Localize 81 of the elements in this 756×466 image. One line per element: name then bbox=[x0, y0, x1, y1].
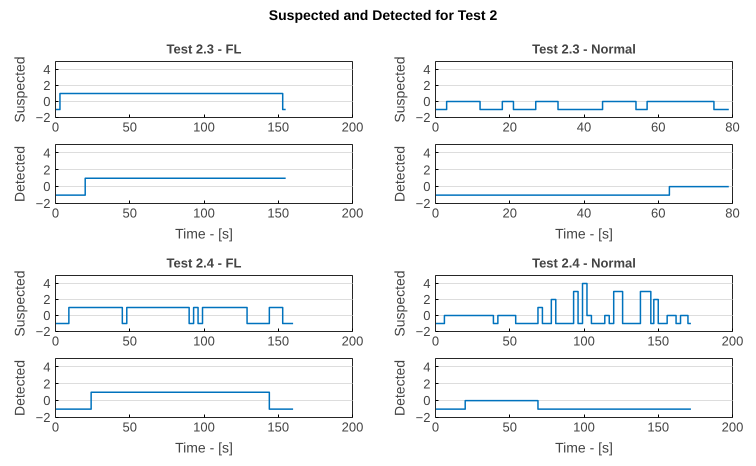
y-tick-label: 4 bbox=[43, 145, 51, 160]
x-tick-label: 200 bbox=[722, 334, 744, 348]
y-axis-title: Suspected bbox=[12, 56, 28, 123]
x-tick-label: 150 bbox=[267, 420, 290, 434]
y-tick-label: 0 bbox=[423, 94, 431, 109]
y-tick-label: 2 bbox=[423, 162, 431, 178]
x-tick-label: 200 bbox=[342, 120, 364, 134]
y-tick-label: 2 bbox=[43, 292, 51, 307]
y-tick-label: −2 bbox=[36, 324, 51, 339]
y-tick-label: 2 bbox=[43, 78, 51, 93]
y-tick-label: 2 bbox=[423, 78, 431, 93]
y-tick-label: 4 bbox=[423, 276, 431, 291]
y-tick-label: 4 bbox=[43, 359, 51, 374]
x-tick-label: 100 bbox=[573, 334, 595, 348]
y-tick-label: −2 bbox=[416, 324, 431, 339]
y-axis-title: Suspected bbox=[392, 56, 408, 123]
x-tick-label: 50 bbox=[502, 420, 517, 434]
x-tick-label: 50 bbox=[502, 334, 517, 348]
y-tick-label: 4 bbox=[423, 145, 431, 160]
x-tick-label: 60 bbox=[651, 120, 666, 134]
x-axis-title: Time - [s] bbox=[555, 440, 613, 456]
y-tick-label: 2 bbox=[423, 292, 431, 307]
y-tick-label: 0 bbox=[423, 308, 431, 323]
x-tick-label: 150 bbox=[647, 334, 670, 348]
x-tick-label: 50 bbox=[122, 420, 137, 434]
x-tick-label: 200 bbox=[342, 206, 364, 220]
y-tick-label: 4 bbox=[423, 62, 431, 77]
chart-title: Test 2.3 - Normal bbox=[532, 42, 636, 56]
x-tick-label: 80 bbox=[725, 206, 740, 220]
x-tick-label: 40 bbox=[576, 120, 592, 134]
x-tick-label: 150 bbox=[267, 334, 290, 348]
y-tick-label: 0 bbox=[423, 393, 431, 408]
x-tick-label: 100 bbox=[193, 420, 215, 434]
x-tick-label: 200 bbox=[342, 334, 364, 348]
y-tick-label: 0 bbox=[423, 179, 431, 194]
y-tick-label: 0 bbox=[43, 308, 51, 323]
y-tick-label: 0 bbox=[43, 179, 51, 194]
y-tick-label: −2 bbox=[416, 410, 431, 425]
x-tick-label: 100 bbox=[193, 120, 215, 134]
x-tick-label: 100 bbox=[573, 420, 595, 434]
x-axis-title: Time - [s] bbox=[175, 226, 233, 242]
chart-title: Test 2.4 - Normal bbox=[532, 256, 636, 270]
x-tick-label: 150 bbox=[647, 420, 670, 434]
y-axis-title: Detected bbox=[392, 360, 408, 416]
text: Suspected and Detected for Test 2 bbox=[268, 6, 498, 25]
x-tick-label: 50 bbox=[122, 120, 137, 134]
x-tick-label: 150 bbox=[267, 206, 290, 220]
y-tick-label: 4 bbox=[43, 276, 51, 291]
y-axis-title: Suspected bbox=[392, 270, 408, 337]
x-tick-label: 50 bbox=[122, 334, 137, 348]
y-tick-label: 2 bbox=[43, 162, 51, 178]
x-tick-label: 50 bbox=[122, 206, 137, 220]
y-tick-label: 0 bbox=[43, 94, 51, 109]
x-tick-label: 60 bbox=[651, 206, 666, 220]
y-tick-label: −2 bbox=[36, 110, 51, 125]
y-axis-title: Detected bbox=[392, 146, 408, 202]
x-tick-label: 40 bbox=[576, 206, 592, 220]
x-axis-title: Time - [s] bbox=[555, 226, 613, 242]
chart-title: Test 2.3 - FL bbox=[166, 42, 242, 56]
y-axis-title: Detected bbox=[12, 360, 28, 416]
x-axis-title: Time - [s] bbox=[175, 440, 233, 456]
x-tick-label: 150 bbox=[267, 120, 290, 134]
y-tick-label: 4 bbox=[423, 359, 431, 374]
x-tick-label: 80 bbox=[725, 120, 740, 134]
x-tick-label: 100 bbox=[193, 206, 215, 220]
y-tick-label: −2 bbox=[36, 410, 51, 425]
y-tick-label: −2 bbox=[416, 196, 431, 211]
y-tick-label: 0 bbox=[43, 393, 51, 408]
x-tick-label: 20 bbox=[502, 120, 517, 134]
y-axis-title: Detected bbox=[12, 146, 28, 202]
x-tick-label: 20 bbox=[502, 206, 517, 220]
x-tick-label: 100 bbox=[193, 334, 215, 348]
chart-title: Test 2.4 - FL bbox=[166, 256, 242, 270]
x-tick-label: 200 bbox=[342, 420, 364, 434]
y-tick-label: −2 bbox=[36, 196, 51, 211]
y-tick-label: 2 bbox=[423, 376, 431, 392]
y-axis-title: Suspected bbox=[12, 270, 28, 337]
y-tick-label: 2 bbox=[43, 376, 51, 392]
x-tick-label: 200 bbox=[722, 420, 744, 434]
y-tick-label: 4 bbox=[43, 62, 51, 77]
y-tick-label: −2 bbox=[416, 110, 431, 125]
